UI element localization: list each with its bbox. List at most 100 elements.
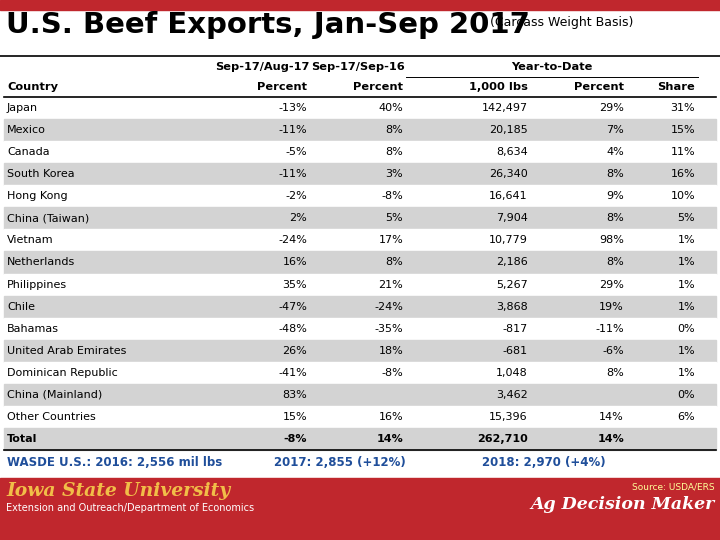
Text: Other Countries: Other Countries <box>7 412 96 422</box>
Bar <box>4 97 716 119</box>
Text: 2018: 2,970 (+4%): 2018: 2,970 (+4%) <box>482 456 606 469</box>
Text: Source: USDA/ERS: Source: USDA/ERS <box>632 483 715 492</box>
Text: Year-to-Date: Year-to-Date <box>511 62 593 72</box>
Text: Hong Kong: Hong Kong <box>7 191 68 201</box>
Text: 1%: 1% <box>678 280 696 289</box>
Text: 18%: 18% <box>379 346 403 356</box>
Text: 1,000 lbs: 1,000 lbs <box>469 82 528 92</box>
Text: 83%: 83% <box>282 390 307 400</box>
Bar <box>4 362 716 384</box>
Text: 3,868: 3,868 <box>496 302 528 312</box>
Text: South Korea: South Korea <box>7 169 75 179</box>
Text: 4%: 4% <box>606 147 624 157</box>
Text: 16,641: 16,641 <box>490 191 528 201</box>
Text: U.S. Beef Exports, Jan-Sep 2017: U.S. Beef Exports, Jan-Sep 2017 <box>6 11 530 39</box>
Bar <box>4 384 716 406</box>
Text: -24%: -24% <box>374 302 403 312</box>
Text: 15,396: 15,396 <box>490 412 528 422</box>
Bar <box>4 185 716 207</box>
Text: 2,186: 2,186 <box>496 258 528 267</box>
Text: United Arab Emirates: United Arab Emirates <box>7 346 127 356</box>
Text: 7%: 7% <box>606 125 624 135</box>
Text: 35%: 35% <box>282 280 307 289</box>
Text: 10%: 10% <box>670 191 696 201</box>
Text: -6%: -6% <box>603 346 624 356</box>
Text: 7,904: 7,904 <box>496 213 528 224</box>
Text: 26,340: 26,340 <box>489 169 528 179</box>
Text: Total: Total <box>7 434 37 444</box>
Text: 19%: 19% <box>599 302 624 312</box>
Text: 1%: 1% <box>678 346 696 356</box>
Text: 20,185: 20,185 <box>489 125 528 135</box>
Text: 142,497: 142,497 <box>482 103 528 113</box>
Text: Bahamas: Bahamas <box>7 323 59 334</box>
Text: Sep-17/Sep-16: Sep-17/Sep-16 <box>311 62 405 72</box>
Text: 21%: 21% <box>379 280 403 289</box>
Bar <box>4 163 716 185</box>
Text: Chile: Chile <box>7 302 35 312</box>
Text: 5,267: 5,267 <box>496 280 528 289</box>
Text: 40%: 40% <box>379 103 403 113</box>
Bar <box>4 340 716 362</box>
Text: Mexico: Mexico <box>7 125 46 135</box>
Bar <box>4 119 716 141</box>
Text: 98%: 98% <box>599 235 624 245</box>
Bar <box>4 295 716 318</box>
Text: 0%: 0% <box>678 323 696 334</box>
Text: 17%: 17% <box>379 235 403 245</box>
Text: 8%: 8% <box>606 368 624 378</box>
Text: Dominican Republic: Dominican Republic <box>7 368 118 378</box>
Text: 8%: 8% <box>606 169 624 179</box>
Text: Netherlands: Netherlands <box>7 258 76 267</box>
Text: 10,779: 10,779 <box>489 235 528 245</box>
Text: Iowa State University: Iowa State University <box>6 482 230 500</box>
Text: Extension and Outreach/Department of Economics: Extension and Outreach/Department of Eco… <box>6 503 254 513</box>
Text: 1%: 1% <box>678 368 696 378</box>
Text: Japan: Japan <box>7 103 38 113</box>
Text: 1%: 1% <box>678 302 696 312</box>
Text: 1%: 1% <box>678 235 696 245</box>
Text: Vietnam: Vietnam <box>7 235 53 245</box>
Bar <box>0 478 720 540</box>
Text: -8%: -8% <box>382 191 403 201</box>
Text: -47%: -47% <box>279 302 307 312</box>
Text: -681: -681 <box>503 346 528 356</box>
Text: -11%: -11% <box>279 125 307 135</box>
Bar <box>0 0 720 10</box>
Bar <box>4 252 716 273</box>
Text: China (Taiwan): China (Taiwan) <box>7 213 89 224</box>
Text: 2%: 2% <box>289 213 307 224</box>
Text: 29%: 29% <box>599 103 624 113</box>
Text: -8%: -8% <box>284 434 307 444</box>
Bar <box>4 207 716 230</box>
Bar <box>4 406 716 428</box>
Text: (Carcass Weight Basis): (Carcass Weight Basis) <box>490 16 634 29</box>
Text: 262,710: 262,710 <box>477 434 528 444</box>
Text: Share: Share <box>657 82 696 92</box>
Text: 26%: 26% <box>282 346 307 356</box>
Text: 6%: 6% <box>678 412 696 422</box>
Text: -2%: -2% <box>285 191 307 201</box>
Bar <box>4 57 716 97</box>
Text: 16%: 16% <box>282 258 307 267</box>
Text: 14%: 14% <box>599 412 624 422</box>
Bar <box>4 428 716 450</box>
Text: 11%: 11% <box>670 147 696 157</box>
Text: 1,048: 1,048 <box>496 368 528 378</box>
Text: -35%: -35% <box>374 323 403 334</box>
Text: -11%: -11% <box>595 323 624 334</box>
Bar <box>4 318 716 340</box>
Text: 14%: 14% <box>598 434 624 444</box>
Text: 8%: 8% <box>385 125 403 135</box>
Bar <box>4 141 716 163</box>
Text: -11%: -11% <box>279 169 307 179</box>
Text: 8%: 8% <box>606 258 624 267</box>
Text: 5%: 5% <box>386 213 403 224</box>
Text: Country: Country <box>7 82 58 92</box>
Text: 3%: 3% <box>386 169 403 179</box>
Text: 9%: 9% <box>606 191 624 201</box>
Text: 31%: 31% <box>670 103 696 113</box>
Text: 16%: 16% <box>670 169 696 179</box>
Text: 15%: 15% <box>282 412 307 422</box>
Text: Percent: Percent <box>574 82 624 92</box>
